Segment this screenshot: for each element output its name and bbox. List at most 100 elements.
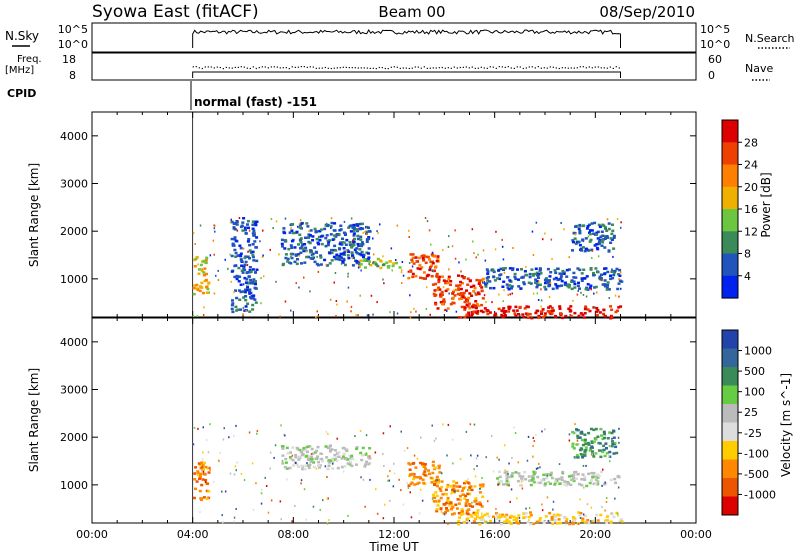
scatter-cell — [244, 281, 248, 284]
scatter-cell — [473, 423, 476, 426]
scatter-cell — [363, 465, 367, 468]
nave-point — [285, 67, 287, 69]
scatter-cell — [326, 243, 330, 247]
scatter-cell — [575, 240, 579, 244]
scatter-cell — [239, 258, 243, 261]
scatter-cell — [375, 488, 377, 491]
scatter-cell — [376, 301, 378, 304]
scatter-cell — [559, 275, 563, 278]
scatter-cell — [382, 517, 385, 520]
scatter-cell — [580, 483, 584, 487]
nave-point — [357, 67, 359, 69]
nave-point — [195, 66, 197, 68]
freq-label-line1: Freq. — [17, 54, 42, 65]
scatter-cell — [571, 442, 575, 446]
nave-point — [261, 66, 263, 68]
scatter-cell — [304, 449, 308, 452]
scatter-cell — [485, 282, 489, 285]
scatter-cell — [586, 288, 590, 291]
scatter-cell — [617, 514, 619, 517]
scatter-cell — [396, 312, 399, 315]
scatter-cell — [580, 249, 584, 252]
scatter-cell — [465, 430, 468, 433]
scatter-cell — [585, 484, 589, 488]
scatter-cell — [483, 513, 487, 517]
scatter-cell — [603, 314, 606, 317]
scatter-cell — [596, 291, 598, 294]
scatter-cell — [449, 501, 453, 504]
scatter-cell — [321, 453, 324, 456]
scatter-cell — [612, 452, 616, 455]
scatter-cell — [612, 273, 616, 277]
scatter-cell — [346, 249, 350, 252]
scatter-cell — [426, 220, 429, 223]
scatter-cell — [364, 505, 366, 508]
scatter-cell — [466, 512, 470, 516]
scatter-cell — [470, 454, 472, 457]
scatter-cell — [610, 512, 613, 515]
scatter-cell — [444, 289, 448, 293]
scatter-cell — [319, 508, 321, 511]
scatter-cell — [603, 246, 607, 249]
scatter-cell — [354, 251, 358, 254]
nave-point — [549, 66, 551, 68]
scatter-cell — [535, 434, 537, 436]
cpid-label: CPID — [7, 87, 36, 100]
scatter-cell — [605, 497, 608, 500]
scatter-cell — [246, 285, 249, 289]
scatter-cell — [415, 476, 419, 479]
scatter-cell — [535, 221, 538, 224]
scatter-cell — [352, 232, 356, 235]
scatter-cell — [504, 469, 506, 472]
scatter-cell — [357, 244, 361, 247]
scatter-cell — [540, 305, 542, 308]
scatter-cell — [413, 483, 417, 486]
scatter-cell — [476, 509, 480, 512]
scatter-cell — [505, 477, 509, 480]
scatter-cell — [454, 257, 457, 260]
scatter-cell — [312, 461, 316, 464]
scatter-cell — [424, 261, 428, 264]
scatter-cell — [204, 481, 207, 483]
scatter-cell — [298, 286, 300, 289]
scatter-cell — [590, 471, 594, 475]
scatter-cell — [384, 503, 386, 506]
scatter-cell — [367, 256, 371, 259]
scatter-cell — [421, 499, 424, 502]
scatter-cell — [486, 309, 490, 312]
scatter-cell — [450, 507, 453, 510]
scatter-cell — [569, 474, 573, 478]
scatter-cell — [481, 483, 485, 486]
scatter-cell — [612, 515, 616, 519]
scatter-cell — [309, 229, 313, 232]
scatter-cell — [467, 314, 470, 318]
scatter-cell — [337, 455, 341, 458]
scatter-cell — [253, 286, 257, 290]
scatter-cell — [409, 473, 412, 477]
scatter-cell — [201, 458, 204, 461]
scatter-cell — [507, 288, 511, 291]
scatter-cell — [236, 461, 238, 464]
scatter-cell — [549, 271, 553, 274]
scatter-cell — [516, 497, 518, 500]
scatter-cell — [600, 239, 604, 242]
scatter-cell — [407, 276, 411, 280]
scatter-cell — [253, 298, 257, 301]
scatter-cell — [304, 464, 308, 468]
scatter-cell — [233, 435, 235, 437]
scatter-cell — [523, 471, 527, 474]
scatter-cell — [474, 292, 476, 295]
scatter-cell — [592, 455, 596, 458]
scatter-cell — [288, 456, 292, 459]
scatter-cell — [497, 516, 501, 519]
scatter-cell — [547, 519, 550, 522]
scatter-cell — [308, 455, 312, 458]
scatter-cell — [437, 280, 441, 284]
scatter-cell — [432, 496, 436, 499]
scatter-cell — [436, 479, 438, 482]
scatter-cell — [302, 446, 306, 450]
scatter-cell — [474, 497, 478, 500]
scatter-cell — [533, 440, 536, 442]
scatter-cell — [372, 260, 375, 263]
scatter-cell — [574, 276, 578, 279]
